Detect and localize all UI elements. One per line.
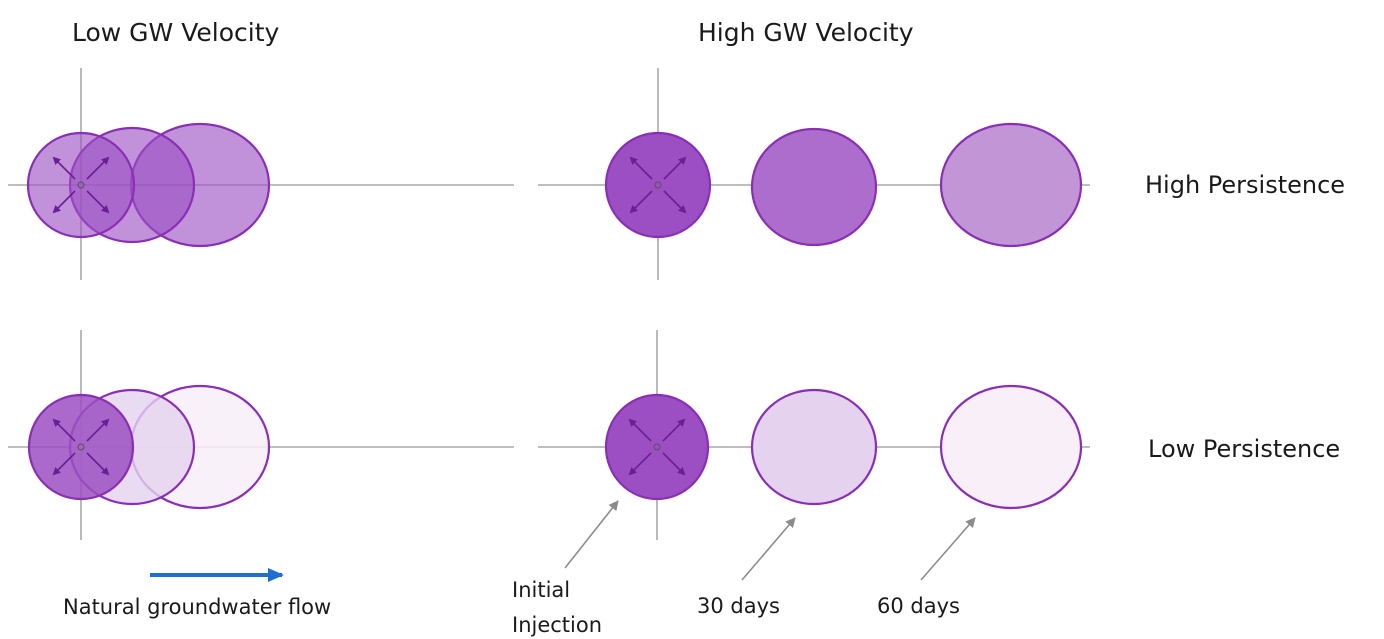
row-label-low-persistence: Low Persistence (1148, 435, 1340, 463)
pointer-arrow-initial-injection (564, 500, 619, 569)
panel-low-velocity-high-persistence (8, 68, 514, 280)
injection-well-arrows (628, 418, 686, 476)
plume-30-days (750, 388, 878, 506)
plume-initial-injection (604, 131, 712, 239)
plume-60-days (939, 384, 1083, 510)
panel-high-velocity-high-persistence (538, 68, 1090, 280)
plume-initial-injection (26, 131, 136, 239)
injection-well-arrows (629, 156, 687, 214)
injection-well-arrows (52, 418, 110, 476)
pointer-arrow-30-days (741, 517, 796, 581)
injection-well-icon (654, 181, 662, 189)
panel-low-velocity-low-persistence (8, 330, 514, 540)
injection-well-icon (77, 181, 85, 189)
label-initial: Initial (512, 578, 570, 602)
injection-well-arrows (52, 156, 110, 214)
panel-high-velocity-low-persistence (538, 330, 1090, 540)
row-label-high-persistence: High Persistence (1145, 171, 1345, 199)
pointer-arrow-60-days (920, 517, 976, 581)
title-low-gw-velocity: Low GW Velocity (72, 18, 279, 47)
label-injection: Injection (512, 613, 602, 637)
plume-initial-injection (604, 393, 710, 501)
groundwater-flow-label: Natural groundwater flow (63, 595, 331, 619)
injection-well-icon (77, 443, 85, 451)
plume-initial-injection (27, 393, 135, 501)
injection-well-icon (653, 443, 661, 451)
plume-30-days (750, 127, 878, 247)
title-high-gw-velocity: High GW Velocity (698, 18, 914, 47)
label-60-days: 60 days (877, 594, 960, 618)
plume-60-days (939, 122, 1083, 248)
label-30-days: 30 days (697, 594, 780, 618)
